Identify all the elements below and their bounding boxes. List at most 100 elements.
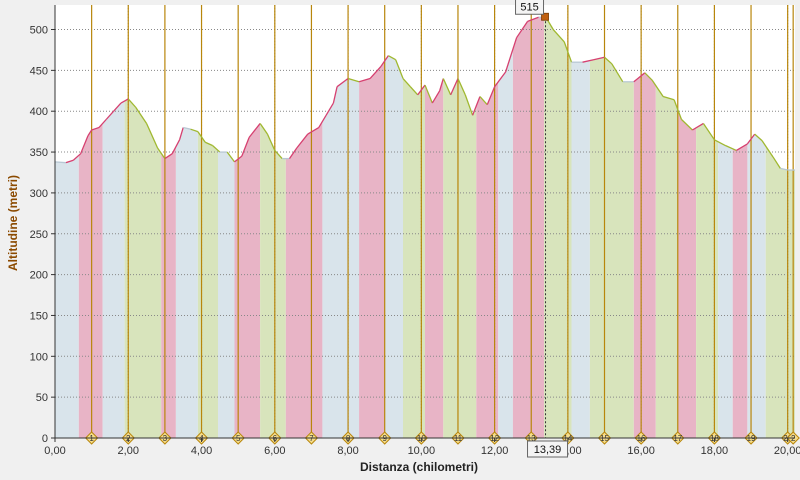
profile-segment xyxy=(692,122,704,131)
gradient-band xyxy=(498,49,513,438)
profile-segment xyxy=(98,118,107,128)
gradient-band xyxy=(732,143,748,438)
profile-segment xyxy=(212,145,221,153)
x-tick-label: 2,00 xyxy=(118,445,139,457)
profile-segment xyxy=(761,140,774,158)
profile-segment xyxy=(178,127,184,140)
gradient-band xyxy=(359,61,385,438)
profile-segment xyxy=(680,118,693,131)
gradient-band xyxy=(124,99,162,438)
profile-segment xyxy=(479,96,488,106)
profile-segment xyxy=(486,86,496,105)
profile-segment xyxy=(197,131,206,143)
gradient-band xyxy=(425,78,444,438)
profile-segment xyxy=(457,78,466,96)
profile-segment xyxy=(417,84,426,96)
profile-segment xyxy=(746,133,756,145)
gradient-band xyxy=(102,101,125,438)
gradient-band xyxy=(544,17,572,439)
x-tick-label: 18,00 xyxy=(701,445,729,457)
profile-segment xyxy=(91,126,100,131)
profile-segment xyxy=(651,79,664,97)
profile-segment xyxy=(164,153,173,160)
profile-segment xyxy=(424,84,433,104)
profile-segment xyxy=(157,147,166,159)
gradient-band xyxy=(285,121,323,439)
profile-segment xyxy=(395,59,404,79)
y-tick-label: 100 xyxy=(30,351,48,363)
profile-segment xyxy=(604,56,613,65)
gradient-band xyxy=(403,78,425,438)
profile-segment xyxy=(288,147,298,159)
profile-segment xyxy=(171,139,181,154)
profile-segment xyxy=(266,133,276,151)
x-tick-label: 16,00 xyxy=(627,445,655,457)
profile-segment xyxy=(318,114,327,128)
profile-segment xyxy=(662,95,675,101)
profile-segment xyxy=(552,29,565,43)
profile-segment xyxy=(439,78,444,91)
gradient-band xyxy=(476,81,499,439)
gradient-band xyxy=(55,155,79,439)
gradient-band xyxy=(696,123,719,438)
profile-segment xyxy=(673,99,683,120)
profile-segment xyxy=(736,143,748,151)
profile-segment xyxy=(127,98,137,108)
gradient-band xyxy=(234,123,261,438)
cursor-distance-box xyxy=(527,440,569,458)
gradient-band xyxy=(260,123,286,438)
gradient-band xyxy=(161,146,176,438)
profile-segment xyxy=(431,90,441,104)
y-tick-label: 0 xyxy=(42,433,48,445)
profile-line xyxy=(54,16,795,171)
profile-segment xyxy=(54,161,67,164)
gradient-band xyxy=(655,85,678,438)
profile-segment xyxy=(409,86,419,96)
gradient-band xyxy=(747,134,766,438)
profile-segment xyxy=(611,63,624,83)
x-axis-title: Distanza (chilometri) xyxy=(360,460,478,474)
profile-segment xyxy=(702,123,715,141)
profile-segment xyxy=(65,159,74,164)
x-tick-label: 4,00 xyxy=(191,445,212,457)
cursor-distance-label: 13,39 xyxy=(534,444,562,456)
gradient-band xyxy=(677,109,697,438)
profile-segment xyxy=(332,86,338,104)
profile-segment xyxy=(113,102,122,112)
profile-segment xyxy=(183,126,191,130)
x-tick-label: 20,00 xyxy=(774,445,800,457)
profile-segment xyxy=(714,139,726,147)
y-tick-label: 450 xyxy=(30,65,48,77)
profile-segment xyxy=(644,72,653,81)
x-tick-label: 8,00 xyxy=(337,445,358,457)
gradient-band xyxy=(78,123,103,438)
profile-segment xyxy=(772,156,781,169)
profile-segment xyxy=(380,55,389,67)
profile-segment xyxy=(87,129,93,137)
profile-segment xyxy=(504,37,518,73)
x-tick-label: 0,00 xyxy=(44,445,65,457)
cursor-point[interactable] xyxy=(541,12,549,21)
profile-segment xyxy=(442,78,452,96)
profile-segment xyxy=(494,71,507,88)
gradient-band xyxy=(443,78,477,438)
profile-segment xyxy=(388,55,397,61)
profile-segment xyxy=(105,110,115,120)
profile-segment xyxy=(190,128,199,133)
profile-segment xyxy=(135,106,148,124)
profile-segment xyxy=(780,167,788,171)
profile-segment xyxy=(527,16,539,22)
profile-segment xyxy=(307,126,320,135)
gradient-band xyxy=(571,60,590,438)
profile-segment xyxy=(402,78,411,88)
gradient-band xyxy=(384,55,404,438)
gradient-bands xyxy=(55,17,795,439)
gradient-band xyxy=(175,127,198,438)
gradient-band xyxy=(218,150,235,438)
profile-segment xyxy=(80,135,89,154)
y-tick-label: 250 xyxy=(30,229,48,241)
x-tick-label: 12,00 xyxy=(481,445,509,457)
y-tick-label: 500 xyxy=(30,25,48,37)
cursor: 515 13,39 xyxy=(515,0,569,458)
